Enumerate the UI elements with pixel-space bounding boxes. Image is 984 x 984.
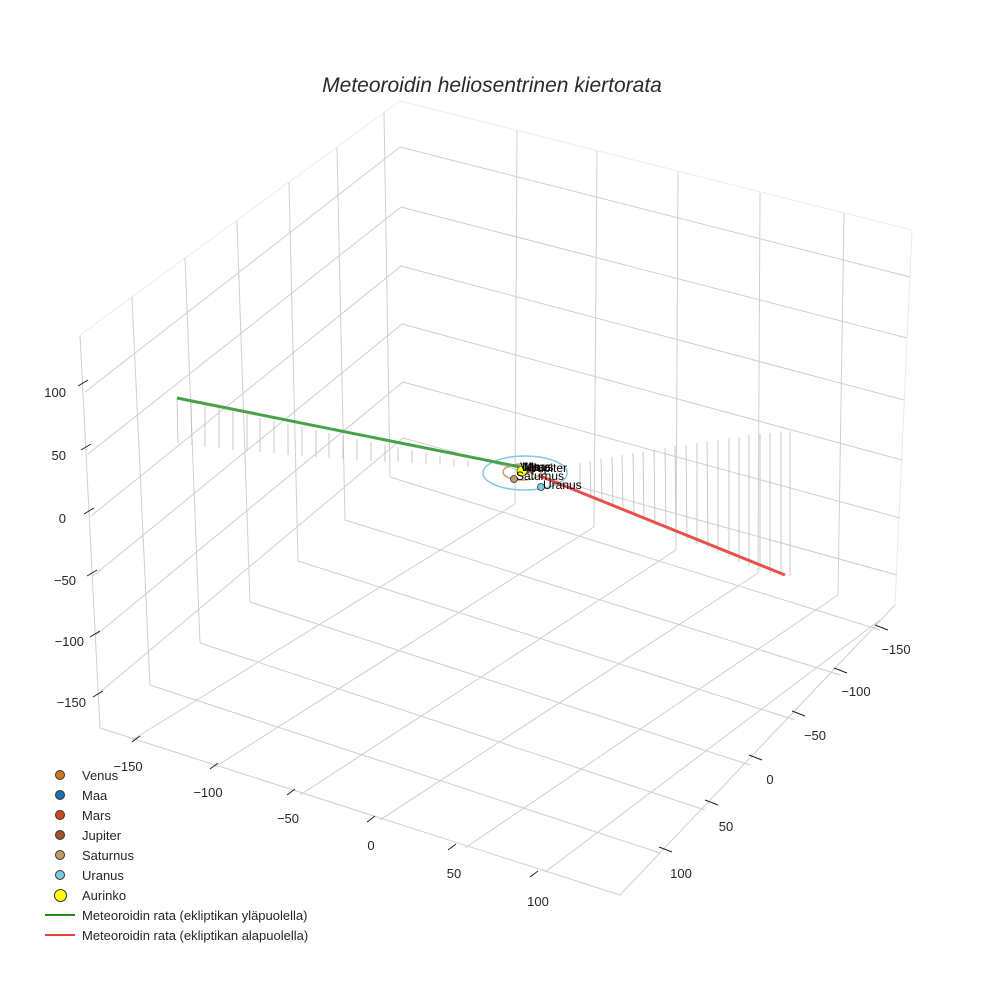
z-axis-labels: 100 50 0 −50 −100 −150	[44, 385, 86, 710]
venus-dot-icon	[55, 770, 65, 780]
trajectory-below	[539, 474, 786, 577]
svg-text:Maa: Maa	[522, 460, 546, 474]
svg-text:−100: −100	[193, 785, 222, 800]
svg-text:−150: −150	[881, 642, 910, 657]
y-axis-ticks	[658, 624, 889, 853]
green-line-icon	[45, 914, 75, 916]
maa-dot-icon	[55, 790, 65, 800]
y-axis-labels: −150 −100 −50 0 50 100	[670, 642, 911, 881]
drop-lines-below	[579, 431, 791, 576]
legend-item-venus: Venus	[38, 765, 308, 785]
legend-item-aurinko: Aurinko	[38, 885, 308, 905]
svg-text:0: 0	[766, 772, 773, 787]
uranus-orbit	[482, 455, 568, 491]
legend: Venus Maa Mars Jupiter Saturnus Uranus A…	[38, 765, 308, 945]
chart-title: Meteoroidin heliosentrinen kiertorata	[322, 74, 662, 97]
svg-text:−150: −150	[57, 695, 86, 710]
svg-text:−50: −50	[277, 811, 299, 826]
svg-text:0: 0	[367, 838, 374, 853]
uranus-dot-icon	[55, 870, 65, 880]
jupiter-dot-icon	[55, 830, 65, 840]
svg-text:Jupiter: Jupiter	[531, 461, 567, 475]
svg-text:−50: −50	[54, 573, 76, 588]
right-wall-grid	[399, 130, 911, 596]
x-axis-labels: −150 −100 −50 0 50 100	[113, 759, 549, 909]
legend-item-maa: Maa	[38, 785, 308, 805]
floor-grid	[131, 476, 881, 873]
svg-text:50: 50	[52, 448, 66, 463]
drop-lines-above	[176, 397, 469, 467]
svg-text:Uranus: Uranus	[543, 478, 582, 492]
svg-text:50: 50	[719, 819, 733, 834]
legend-item-mars: Mars	[38, 805, 308, 825]
saturnus-orbit	[502, 463, 542, 481]
svg-text:−100: −100	[55, 634, 84, 649]
left-wall-grid	[84, 112, 404, 694]
x-axis-ticks	[131, 735, 539, 878]
mars-dot-icon	[55, 810, 65, 820]
saturnus-dot-icon	[55, 850, 65, 860]
svg-text:−100: −100	[841, 684, 870, 699]
z-axis-ticks	[77, 379, 104, 698]
aurinko-marker	[516, 465, 528, 477]
planet-labels: Venus Maa Mars Jupiter Saturnus Uranus	[516, 460, 582, 492]
svg-text:−150: −150	[113, 759, 142, 774]
legend-item-jupiter: Jupiter	[38, 825, 308, 845]
svg-text:Saturnus: Saturnus	[516, 469, 564, 483]
red-line-icon	[45, 934, 75, 936]
legend-item-trajectory-above: Meteoroidin rata (ekliptikan yläpuolella…	[38, 905, 308, 925]
svg-text:50: 50	[447, 866, 461, 881]
legend-item-trajectory-below: Meteoroidin rata (ekliptikan alapuolella…	[38, 925, 308, 945]
trajectory-above	[176, 396, 526, 470]
svg-text:100: 100	[670, 866, 692, 881]
saturnus-marker	[510, 475, 518, 483]
legend-item-uranus: Uranus	[38, 865, 308, 885]
svg-text:Mars: Mars	[524, 460, 551, 474]
svg-text:−50: −50	[804, 728, 826, 743]
svg-text:0: 0	[59, 511, 66, 526]
svg-text:100: 100	[44, 385, 66, 400]
legend-item-saturnus: Saturnus	[38, 845, 308, 865]
svg-text:100: 100	[527, 894, 549, 909]
aurinko-dot-icon	[53, 888, 67, 902]
svg-text:Venus: Venus	[520, 460, 553, 474]
uranus-marker	[537, 483, 545, 491]
pane-edges	[79, 100, 913, 896]
